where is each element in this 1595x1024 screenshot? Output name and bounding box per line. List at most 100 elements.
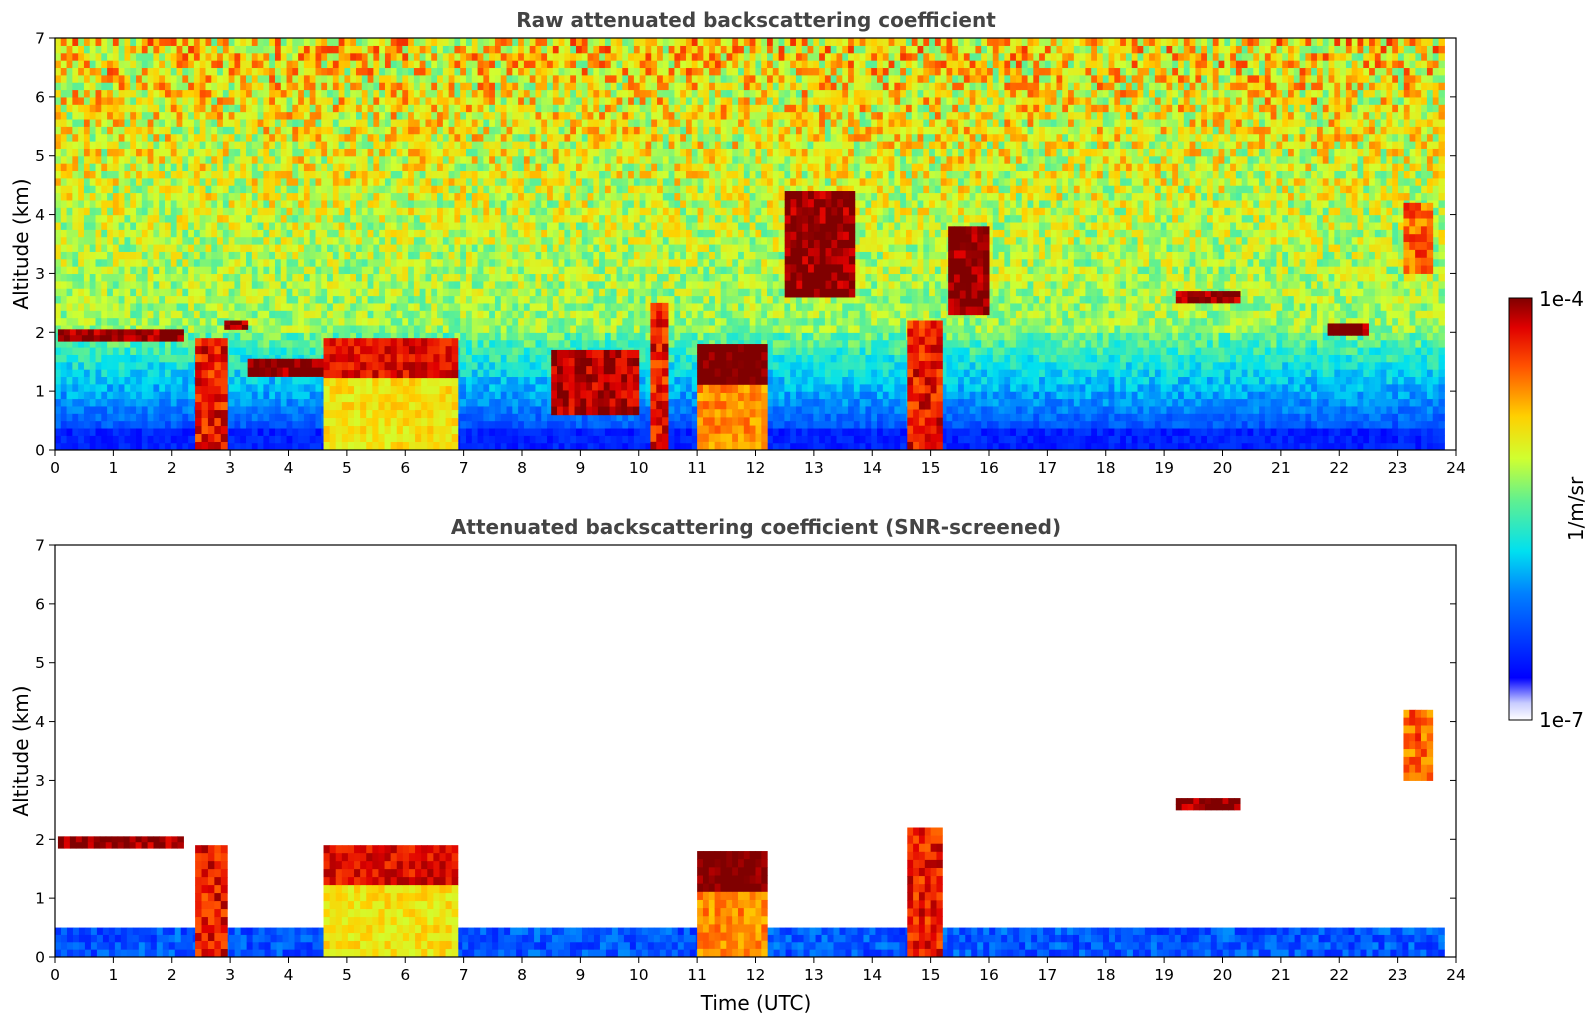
heat-cell bbox=[269, 221, 276, 230]
heat-cell bbox=[535, 52, 542, 61]
heat-cell bbox=[494, 266, 502, 275]
heat-cell bbox=[338, 207, 346, 216]
heat-cell bbox=[471, 273, 479, 282]
heat-cell bbox=[55, 413, 62, 422]
heat-cell bbox=[413, 214, 421, 223]
heat-cell bbox=[60, 45, 68, 54]
heat-cell bbox=[292, 229, 299, 238]
heat-cell bbox=[280, 266, 288, 275]
heat-cell bbox=[153, 60, 160, 69]
heat-cell bbox=[147, 60, 155, 69]
heat-cell bbox=[159, 214, 166, 223]
heat-cell bbox=[95, 442, 102, 450]
heat-cell bbox=[471, 45, 479, 54]
heat-cell bbox=[564, 273, 571, 282]
heat-cell bbox=[471, 383, 479, 392]
heat-cell bbox=[269, 302, 276, 311]
heat-cell bbox=[280, 118, 288, 127]
heat-cell bbox=[240, 427, 247, 436]
heat-cell bbox=[448, 317, 456, 326]
heat-cell bbox=[512, 339, 519, 348]
heat-cell bbox=[402, 126, 409, 135]
heat-cell bbox=[332, 52, 340, 61]
heat-cell bbox=[512, 251, 519, 260]
heat-cell bbox=[547, 280, 554, 289]
heat-cell bbox=[130, 258, 137, 267]
heat-cell bbox=[477, 177, 484, 186]
heat-cell bbox=[240, 214, 247, 223]
heat-cell bbox=[535, 413, 542, 422]
heat-cell bbox=[246, 229, 253, 238]
heat-cell bbox=[529, 60, 537, 69]
heat-cell bbox=[176, 288, 183, 297]
heat-cell bbox=[205, 177, 212, 186]
heat-cell bbox=[402, 82, 409, 91]
heat-cell bbox=[124, 60, 131, 69]
heat-cell bbox=[164, 207, 172, 216]
heat-cell bbox=[512, 288, 519, 297]
heat-cell bbox=[402, 177, 409, 186]
heat-cell bbox=[390, 295, 398, 304]
heat-cell bbox=[95, 258, 102, 267]
heat-cell bbox=[269, 236, 276, 245]
heat-cell bbox=[263, 199, 270, 208]
heat-cell bbox=[217, 221, 224, 230]
heat-cell bbox=[118, 163, 126, 172]
heat-cell bbox=[361, 60, 369, 69]
heat-cell bbox=[431, 133, 438, 142]
heat-cell bbox=[506, 317, 513, 326]
heat-cell bbox=[269, 347, 276, 355]
heat-cell bbox=[95, 89, 102, 98]
heat-cell bbox=[437, 295, 444, 304]
heat-cell bbox=[396, 251, 403, 260]
heat-cell bbox=[466, 111, 473, 120]
heat-cell bbox=[541, 221, 548, 230]
heat-cell bbox=[101, 317, 108, 326]
heat-cell bbox=[379, 82, 386, 91]
heat-cell bbox=[66, 141, 73, 149]
heat-cell bbox=[489, 52, 496, 61]
heat-cell bbox=[529, 427, 537, 436]
heat-cell bbox=[240, 133, 247, 142]
heat-cell bbox=[286, 310, 293, 319]
heat-cell bbox=[338, 199, 346, 208]
heat-cell bbox=[466, 45, 473, 54]
heat-cell bbox=[298, 354, 305, 363]
heat-cell bbox=[251, 405, 259, 414]
heat-cell bbox=[460, 163, 467, 172]
heat-cell bbox=[315, 207, 322, 216]
heat-cell bbox=[466, 251, 473, 260]
heat-cell bbox=[153, 266, 160, 275]
heat-cell bbox=[460, 405, 467, 414]
heat-cell bbox=[246, 383, 253, 392]
heat-cell bbox=[136, 141, 143, 149]
heat-cell bbox=[89, 258, 97, 267]
heat-cell bbox=[477, 244, 484, 252]
heat-cell bbox=[228, 177, 236, 186]
heat-cell bbox=[361, 118, 369, 127]
heat-cell bbox=[315, 155, 322, 164]
heat-cell bbox=[188, 442, 195, 450]
heat-cell bbox=[437, 229, 444, 238]
heat-cell bbox=[529, 89, 537, 98]
heat-cell bbox=[303, 302, 311, 311]
heat-cell bbox=[286, 104, 293, 113]
heat-cell bbox=[222, 155, 230, 164]
heat-cell bbox=[425, 244, 432, 252]
heat-cell bbox=[136, 229, 143, 238]
heat-cell bbox=[483, 52, 490, 61]
heat-cell bbox=[240, 199, 247, 208]
heat-cell bbox=[60, 141, 68, 149]
heat-cell bbox=[263, 347, 270, 355]
heat-cell bbox=[159, 398, 166, 407]
heat-cell bbox=[164, 383, 172, 392]
heat-cell bbox=[130, 413, 137, 422]
heat-cell bbox=[303, 207, 311, 216]
heat-cell bbox=[315, 214, 322, 223]
heat-cell bbox=[286, 391, 293, 400]
heat-cell bbox=[130, 295, 137, 304]
heat-cell bbox=[107, 288, 114, 297]
heat-cell bbox=[350, 273, 357, 282]
heat-cell bbox=[217, 280, 224, 289]
heat-cell bbox=[176, 244, 183, 252]
